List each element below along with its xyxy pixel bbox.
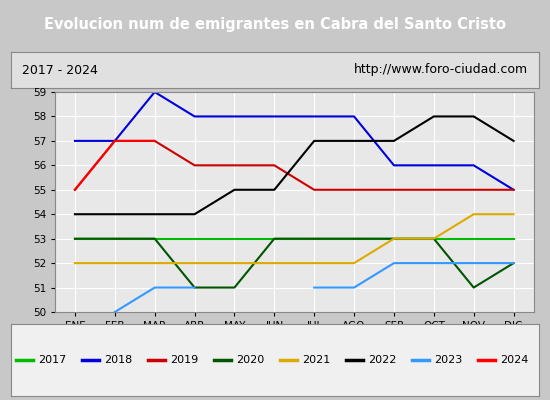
Text: 2019: 2019 xyxy=(170,355,199,365)
Text: 2022: 2022 xyxy=(368,355,397,365)
Text: 2018: 2018 xyxy=(104,355,133,365)
Text: 2017: 2017 xyxy=(38,355,67,365)
Text: 2023: 2023 xyxy=(434,355,463,365)
Text: http://www.foro-ciudad.com: http://www.foro-ciudad.com xyxy=(354,64,529,76)
Text: 2024: 2024 xyxy=(500,355,529,365)
Text: 2020: 2020 xyxy=(236,355,265,365)
Text: 2021: 2021 xyxy=(302,355,331,365)
Text: 2017 - 2024: 2017 - 2024 xyxy=(21,64,97,76)
Text: Evolucion num de emigrantes en Cabra del Santo Cristo: Evolucion num de emigrantes en Cabra del… xyxy=(44,16,506,32)
